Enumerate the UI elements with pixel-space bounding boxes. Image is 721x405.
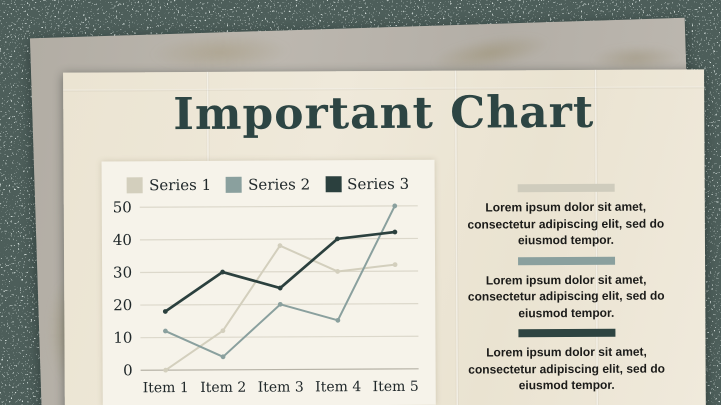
series-line-2 xyxy=(164,204,396,358)
callout-block-3: Lorem ipsum dolor sit amet, consectetur … xyxy=(461,328,671,394)
gridline xyxy=(139,237,418,241)
x-axis-tick-label: Item 4 xyxy=(315,379,361,395)
legend-item-3: Series 3 xyxy=(325,175,409,193)
callout-color-bar xyxy=(517,256,615,265)
gridline xyxy=(139,205,418,208)
x-axis-tick-label: Item 3 xyxy=(258,379,304,395)
legend-item-1: Series 1 xyxy=(127,176,211,194)
callout-block-1: Lorem ipsum dolor sit amet, consectetur … xyxy=(461,183,671,250)
y-axis-tick-label: 30 xyxy=(113,264,132,282)
data-point-marker xyxy=(220,354,226,360)
data-point-marker xyxy=(163,328,168,334)
data-point-marker xyxy=(335,236,340,242)
legend-swatch-icon xyxy=(226,176,243,193)
data-point-marker xyxy=(392,262,398,268)
legend-swatch-icon xyxy=(325,176,342,193)
slide-title: Important Chart xyxy=(173,86,595,141)
y-axis-tick-label: 40 xyxy=(113,231,132,249)
chart-legend: Series 1 Series 2 Series 3 xyxy=(102,175,435,195)
data-point-marker xyxy=(335,317,341,323)
legend-item-2: Series 2 xyxy=(226,175,311,194)
data-point-marker xyxy=(335,269,341,274)
paper-stain xyxy=(149,32,292,73)
callout-block-2: Lorem ipsum dolor sit amet, consectetur … xyxy=(461,256,671,322)
x-axis-tick-label: Item 5 xyxy=(373,379,419,395)
x-axis-tick-label: Item 2 xyxy=(200,380,246,396)
data-point-marker xyxy=(220,328,226,334)
legend-label: Series 2 xyxy=(248,175,311,194)
legend-swatch-icon xyxy=(127,177,144,194)
callout-color-bar xyxy=(517,328,615,338)
paper-cream-sheet: Important Chart 0 10 20 30 40 50 Item 1 Item 2 I… xyxy=(63,69,706,405)
legend-label: Series 1 xyxy=(149,175,212,195)
data-point-marker xyxy=(277,301,283,307)
y-axis-tick-label: 10 xyxy=(113,329,132,347)
chart-panel: 0 10 20 30 40 50 Item 1 Item 2 Item 3 Item 4 Item … xyxy=(101,159,436,405)
series-line-1 xyxy=(164,244,397,372)
y-axis-tick-label: 0 xyxy=(123,361,133,379)
callout-color-bar xyxy=(517,183,615,193)
gridline xyxy=(140,335,419,339)
line-chart: 0 10 20 30 40 50 Item 1 Item 2 Item 3 Item 4 Item … xyxy=(113,198,419,396)
data-point-marker xyxy=(277,285,283,291)
gridline xyxy=(140,368,419,371)
callout-text: Lorem ipsum dolor sit amet, consectetur … xyxy=(467,272,665,320)
x-axis-tick-label: Item 1 xyxy=(143,380,189,396)
legend-label: Series 3 xyxy=(347,174,410,194)
data-point-marker xyxy=(277,243,283,249)
callout-text: Lorem ipsum dolor sit amet, consectetur … xyxy=(468,344,666,393)
y-axis-tick-label: 20 xyxy=(113,296,132,314)
gridline xyxy=(140,270,419,274)
callout-text: Lorem ipsum dolor sit amet, consectetur … xyxy=(467,199,665,248)
data-point-marker xyxy=(163,367,169,373)
data-point-marker xyxy=(392,229,398,235)
paper-stain xyxy=(590,43,682,73)
y-axis-tick-label: 50 xyxy=(113,198,132,216)
data-point-marker xyxy=(392,203,398,209)
data-point-marker xyxy=(162,309,168,314)
data-point-marker xyxy=(220,269,226,275)
callout-column: Lorem ipsum dolor sit amet, consectetur … xyxy=(461,183,672,403)
